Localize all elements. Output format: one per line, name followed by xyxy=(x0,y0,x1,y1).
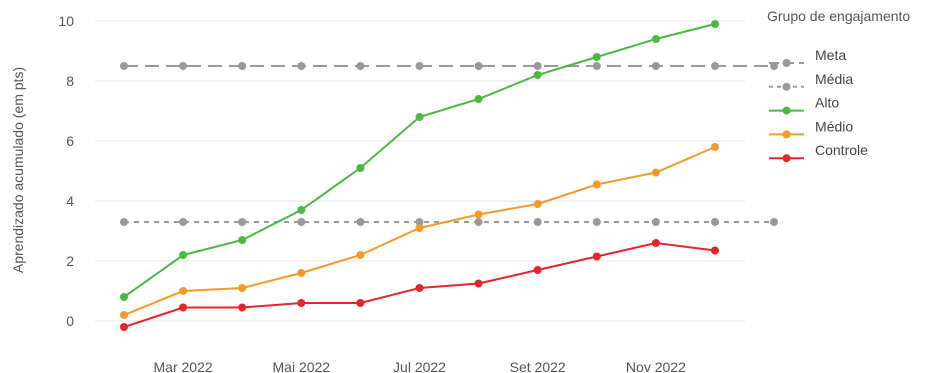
legend-item-media: Média xyxy=(769,71,853,91)
point-medio-10 xyxy=(711,143,719,151)
series-meta xyxy=(120,62,779,70)
point-alto-10 xyxy=(711,20,719,28)
point-alto-7 xyxy=(533,71,542,79)
point-media-0 xyxy=(120,218,128,226)
legend-marker-medio xyxy=(782,130,791,139)
point-alto-0 xyxy=(120,293,128,301)
legend-marker-controle xyxy=(782,154,791,163)
point-meta-9 xyxy=(651,62,660,70)
legend-item-alto: Alto xyxy=(769,95,839,115)
point-controle-10 xyxy=(711,246,719,255)
legend-label-meta: Meta xyxy=(815,47,846,63)
legend-label-media: Média xyxy=(815,71,853,87)
point-controle-7 xyxy=(533,266,542,274)
series-controle xyxy=(120,239,719,331)
legend-label-alto: Alto xyxy=(815,95,839,111)
legend-marker-meta xyxy=(782,59,791,67)
y-axis-ticks: 0 2 4 6 8 10 xyxy=(58,13,74,329)
point-alto-6 xyxy=(474,95,483,103)
series-medio xyxy=(120,143,719,319)
point-media-8 xyxy=(592,218,601,226)
point-meta-8 xyxy=(592,62,601,70)
point-alto-1 xyxy=(179,251,188,259)
point-media-6 xyxy=(474,218,483,226)
point-media-11 xyxy=(770,218,779,226)
point-meta-0 xyxy=(120,62,128,70)
point-meta-10 xyxy=(711,62,719,70)
point-meta-7 xyxy=(533,62,542,70)
point-meta-3 xyxy=(297,62,306,70)
point-media-7 xyxy=(533,218,542,226)
point-media-3 xyxy=(297,218,306,226)
x-tick-label-mar-2022: Mar 2022 xyxy=(154,359,213,373)
point-medio-3 xyxy=(297,269,306,277)
legend: Grupo de engajamento Meta Média Alto Médio C… xyxy=(767,8,910,163)
point-media-10 xyxy=(711,218,719,226)
legend-marker-alto xyxy=(782,106,791,115)
point-controle-4 xyxy=(356,299,365,307)
point-controle-2 xyxy=(238,303,247,312)
x-axis-ticks: Mar 2022 Mai 2022 Jul 2022 Set 2022 Nov 2022 xyxy=(154,359,687,373)
point-medio-9 xyxy=(651,168,660,177)
x-tick-label-nov-2022: Nov 2022 xyxy=(626,359,686,373)
x-tick-label-set-2022: Set 2022 xyxy=(510,359,566,373)
series-media xyxy=(120,218,779,226)
legend-marker-media xyxy=(782,82,791,91)
point-media-2 xyxy=(238,218,247,226)
point-alto-2 xyxy=(238,236,247,244)
grid-lines xyxy=(95,20,745,322)
point-medio-0 xyxy=(120,311,128,319)
series-lines xyxy=(120,20,779,331)
point-medio-4 xyxy=(356,251,365,259)
point-media-1 xyxy=(179,218,188,226)
point-media-9 xyxy=(651,218,660,226)
point-meta-5 xyxy=(415,62,424,70)
point-medio-5 xyxy=(415,224,424,232)
point-medio-1 xyxy=(179,287,188,295)
point-medio-6 xyxy=(474,210,483,219)
series-alto xyxy=(120,20,719,301)
point-controle-8 xyxy=(592,252,601,261)
legend-item-controle: Controle xyxy=(769,142,868,163)
point-controle-9 xyxy=(651,239,660,247)
point-alto-3 xyxy=(297,206,306,214)
point-meta-2 xyxy=(238,62,247,70)
y-tick-label-6: 6 xyxy=(66,133,74,149)
x-tick-label-jul-2022: Jul 2022 xyxy=(393,359,446,373)
y-tick-label-8: 8 xyxy=(66,73,74,89)
x-tick-label-mai-2022: Mai 2022 xyxy=(273,359,331,373)
y-tick-label-10: 10 xyxy=(58,13,74,29)
point-controle-3 xyxy=(297,299,306,307)
y-tick-label-4: 4 xyxy=(66,193,74,209)
legend-item-medio: Médio xyxy=(769,118,853,139)
point-meta-4 xyxy=(356,62,365,70)
point-meta-6 xyxy=(474,62,483,70)
point-media-4 xyxy=(356,218,365,226)
point-meta-1 xyxy=(179,62,188,70)
legend-label-medio: Médio xyxy=(815,118,853,134)
y-tick-label-2: 2 xyxy=(66,253,74,269)
point-medio-7 xyxy=(533,200,542,208)
point-controle-5 xyxy=(415,284,424,292)
point-medio-8 xyxy=(592,180,601,189)
point-alto-4 xyxy=(356,164,365,172)
point-alto-9 xyxy=(651,35,660,43)
y-tick-label-0: 0 xyxy=(66,313,74,329)
point-medio-2 xyxy=(238,284,247,292)
point-controle-0 xyxy=(120,323,128,331)
point-media-5 xyxy=(415,218,424,226)
legend-title: Grupo de engajamento xyxy=(767,8,910,24)
point-alto-8 xyxy=(592,53,601,61)
point-controle-1 xyxy=(179,303,188,312)
legend-label-controle: Controle xyxy=(815,142,868,158)
point-controle-6 xyxy=(474,279,483,288)
y-axis-label: Aprendizado acumulado (em pts) xyxy=(10,67,26,273)
legend-item-meta: Meta xyxy=(769,47,846,67)
point-alto-5 xyxy=(415,113,424,121)
